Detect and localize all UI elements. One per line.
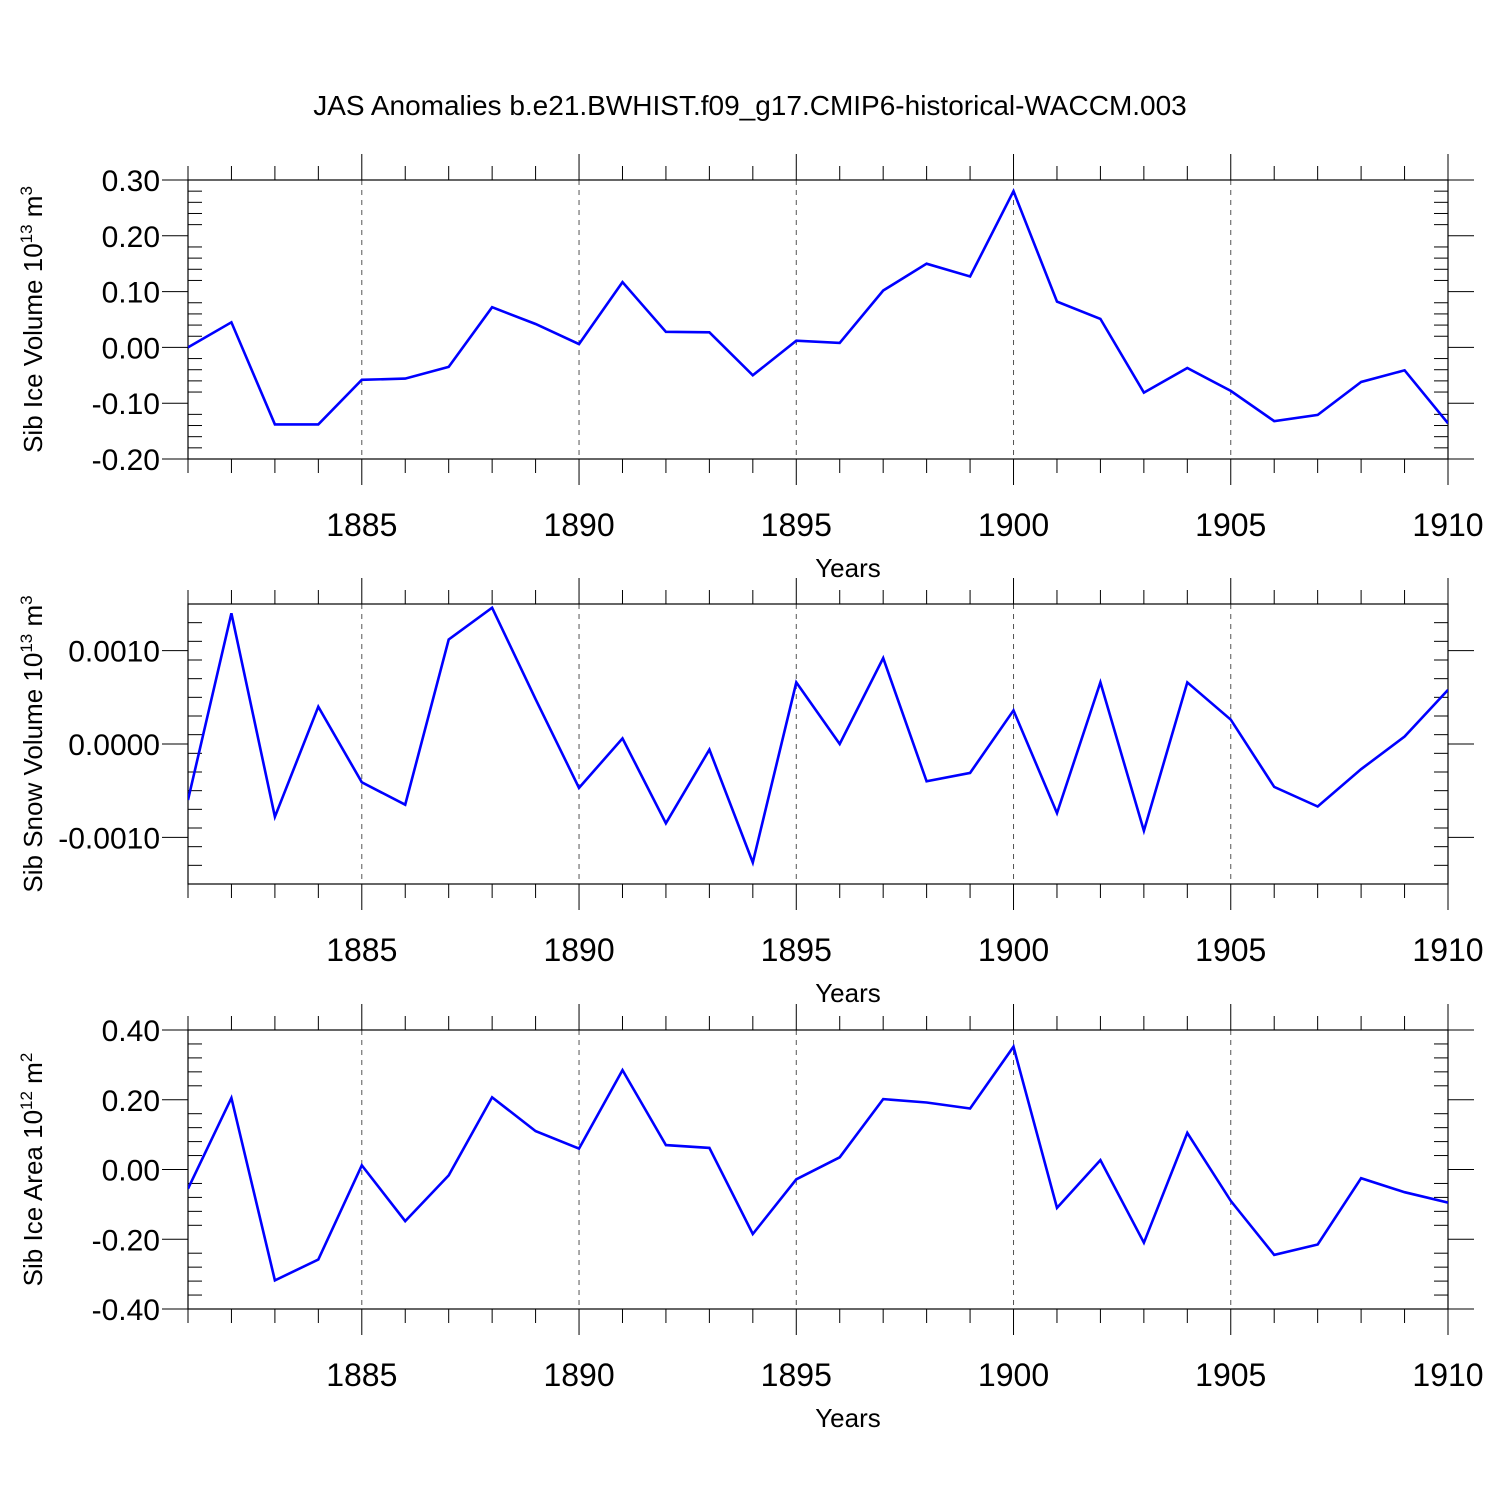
x-axis-label: Years xyxy=(815,553,881,583)
y-tick-label: 0.10 xyxy=(102,277,160,310)
y-axis-label: Sib Snow Volume 1013 m3 xyxy=(17,595,48,892)
y-tick-label: 0.00 xyxy=(102,1155,160,1188)
x-axis-label: Years xyxy=(815,978,881,1008)
x-tick-label: 1900 xyxy=(978,1357,1049,1393)
x-tick-label: 1895 xyxy=(761,1357,832,1393)
y-tick-label: 0.20 xyxy=(102,1085,160,1118)
y-tick-label: -0.0010 xyxy=(58,822,160,855)
x-tick-label: 1910 xyxy=(1412,1357,1483,1393)
x-tick-label: 1910 xyxy=(1412,507,1483,543)
x-tick-label: 1900 xyxy=(978,932,1049,968)
y-tick-label: -0.20 xyxy=(92,444,160,477)
x-tick-label: 1905 xyxy=(1195,932,1266,968)
x-tick-label: 1905 xyxy=(1195,507,1266,543)
series-line xyxy=(188,1043,1448,1283)
x-tick-label: 1895 xyxy=(761,507,832,543)
x-tick-label: 1885 xyxy=(326,1357,397,1393)
y-tick-label: -0.40 xyxy=(92,1294,160,1327)
panel-1: 0.30 0.20 0.10 0.00 -0.10 -0.20 1885 1890 1895 19… xyxy=(17,154,1484,583)
x-axis-label: Years xyxy=(815,1403,881,1433)
x-tick-label: 1895 xyxy=(761,932,832,968)
y-tick-label: -0.10 xyxy=(92,388,160,421)
y-tick-label: 0.0010 xyxy=(68,636,160,669)
series-line xyxy=(188,188,1448,426)
y-axis-label: Sib Ice Area 1012 m2 xyxy=(17,1053,48,1287)
y-tick-label: 0.0000 xyxy=(68,729,160,762)
x-tick-label: 1910 xyxy=(1412,932,1483,968)
x-tick-label: 1900 xyxy=(978,507,1049,543)
x-tick-label: 1905 xyxy=(1195,1357,1266,1393)
y-tick-label: 0.40 xyxy=(102,1015,160,1048)
x-tick-label: 1890 xyxy=(543,507,614,543)
x-tick-label: 1890 xyxy=(543,932,614,968)
panel-3: 0.40 0.20 0.00 -0.20 -0.40 1885 1890 1895 1900 19… xyxy=(17,1004,1484,1433)
series-line xyxy=(188,605,1448,867)
plot-frame xyxy=(187,179,1449,460)
plot-frame xyxy=(187,603,1449,885)
x-tick-label: 1885 xyxy=(326,932,397,968)
y-tick-label: 0.20 xyxy=(102,221,160,254)
x-tick-label: 1890 xyxy=(543,1357,614,1393)
y-axis-label: Sib Ice Volume 1013 m3 xyxy=(17,186,48,453)
x-tick-label: 1885 xyxy=(326,507,397,543)
figure-title: JAS Anomalies b.e21.BWHIST.f09_g17.CMIP6… xyxy=(313,90,1187,121)
y-tick-label: 0.00 xyxy=(102,332,160,365)
y-tick-label: -0.20 xyxy=(92,1224,160,1257)
panel-2: 0.0010 0.0000 -0.0010 1885 1890 1895 1900 1905 1… xyxy=(17,578,1484,1008)
y-tick-label: 0.30 xyxy=(102,165,160,198)
